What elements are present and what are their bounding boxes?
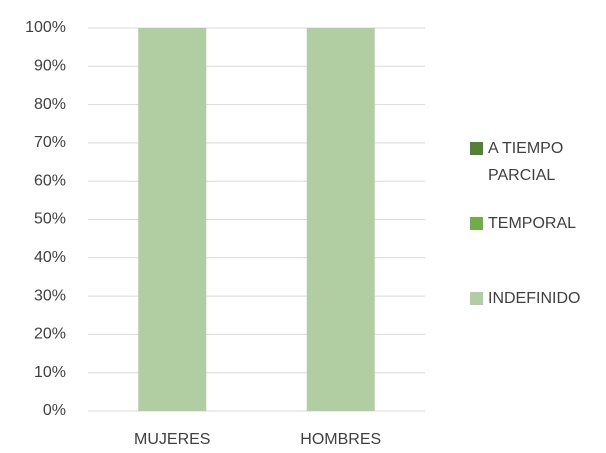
y-tick-label: 90% <box>34 58 66 75</box>
y-tick-label: 50% <box>34 211 66 228</box>
legend-swatch <box>470 217 483 230</box>
bar-segment <box>306 28 375 411</box>
legend-label: TEMPORAL <box>488 215 577 232</box>
y-tick-label: 40% <box>34 249 66 266</box>
legend-item: A TIEMPO PARCIAL <box>470 135 595 189</box>
y-tick-label: 10% <box>34 364 66 381</box>
y-tick-label: 70% <box>34 134 66 151</box>
y-tick-label: 30% <box>34 287 66 304</box>
legend-item: TEMPORAL <box>470 210 595 237</box>
x-tick-label: MUJERES <box>134 431 210 448</box>
legend-label: INDEFINIDO <box>488 290 581 307</box>
legend-swatch <box>470 292 483 305</box>
y-tick-label: 0% <box>43 402 66 419</box>
legend-swatch <box>470 142 483 155</box>
bar-segment <box>138 28 207 411</box>
y-tick-label: 100% <box>25 19 66 36</box>
legend-label: A TIEMPO PARCIAL <box>488 140 564 184</box>
y-tick-label: 60% <box>34 172 66 189</box>
legend-item: INDEFINIDO <box>470 285 595 312</box>
y-tick-label: 20% <box>34 326 66 343</box>
y-tick-label: 80% <box>34 96 66 113</box>
x-tick-label: HOMBRES <box>300 431 381 448</box>
